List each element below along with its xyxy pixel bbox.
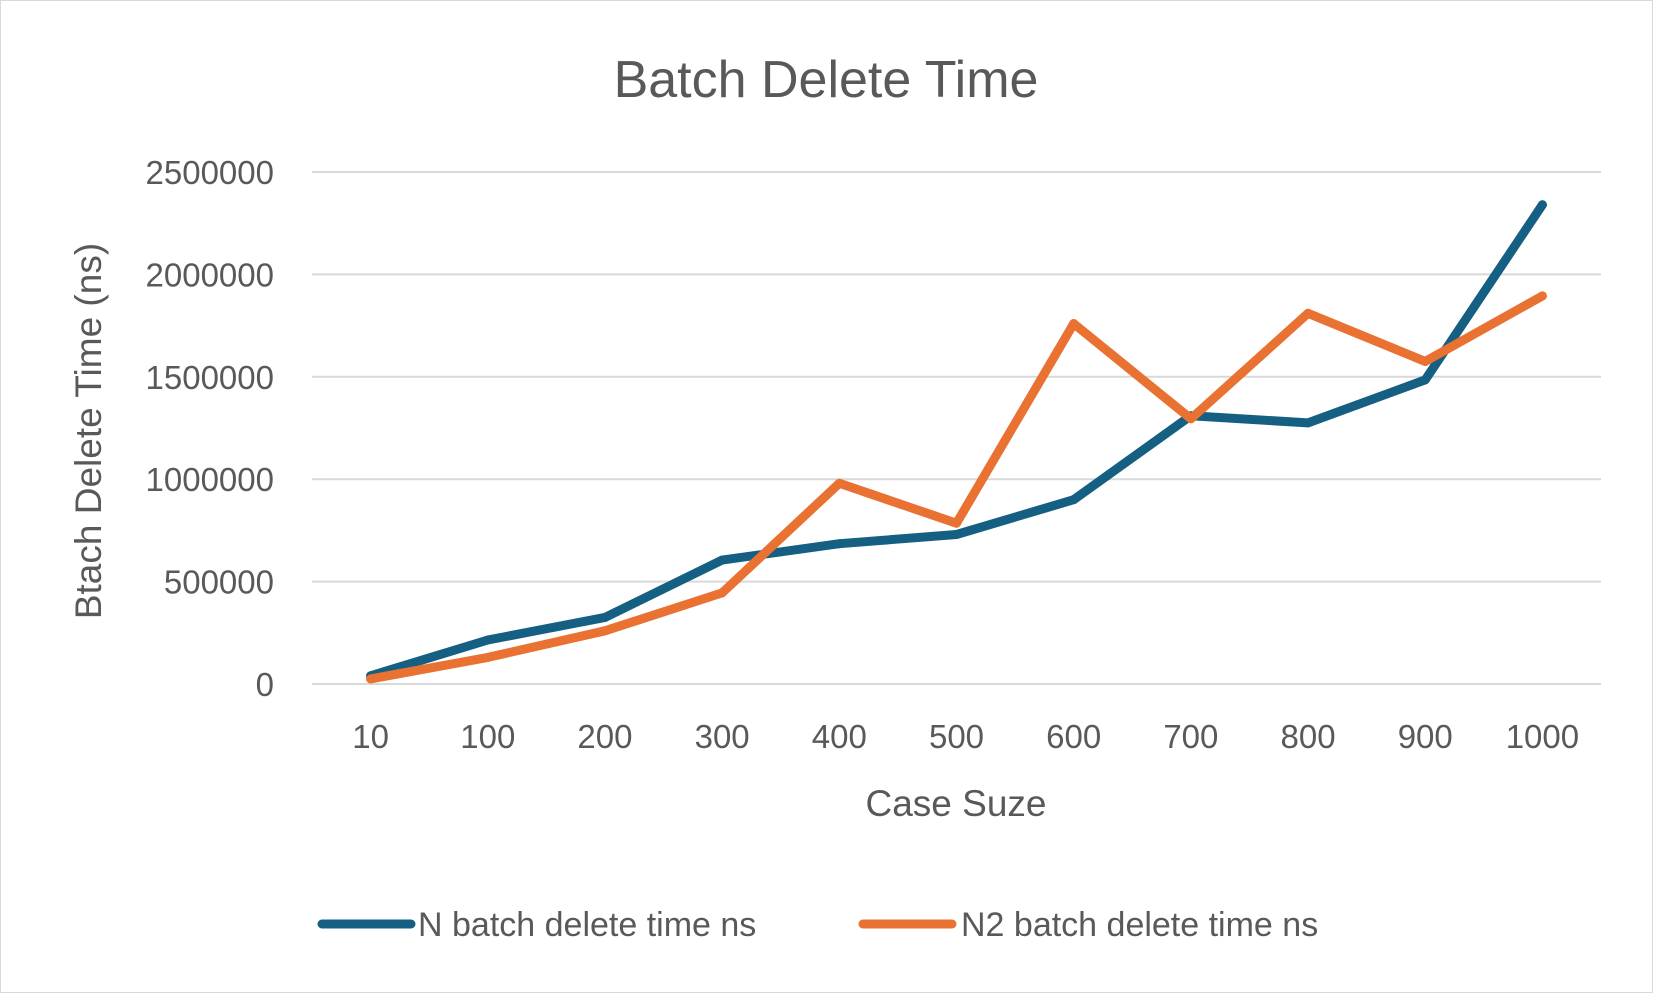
data-point [1303, 418, 1313, 428]
data-point [366, 674, 376, 684]
x-tick-label: 300 [695, 718, 750, 755]
chart-title: Batch Delete Time [614, 51, 1039, 109]
data-point [1420, 356, 1430, 366]
x-tick-label: 800 [1281, 718, 1336, 755]
x-tick-label: 600 [1046, 718, 1101, 755]
data-point [952, 518, 961, 528]
data-point [952, 529, 961, 539]
x-tick-label: 1000 [1506, 718, 1579, 755]
data-point [600, 612, 610, 622]
data-point [717, 555, 727, 565]
data-point [1537, 200, 1547, 210]
x-tick-label: 500 [929, 718, 984, 755]
y-axis-tick-labels: 0 500000 1000000 1500000 2000000 2500000 [146, 154, 274, 703]
data-point [1420, 375, 1430, 385]
data-point [1069, 495, 1079, 505]
series-lines [366, 200, 1547, 684]
legend-label-n: N batch delete time ns [418, 906, 756, 944]
series-line-n2 [366, 291, 1547, 684]
data-point [1069, 319, 1079, 329]
x-tick-label: 200 [577, 718, 632, 755]
x-tick-label: 700 [1163, 718, 1218, 755]
y-tick-label: 1000000 [146, 461, 274, 498]
series-line-n [366, 200, 1547, 681]
x-tick-label: 100 [460, 718, 515, 755]
gridlines [312, 171, 1601, 685]
y-tick-label: 2500000 [146, 154, 274, 191]
y-tick-label: 2000000 [146, 256, 274, 293]
x-axis-title: Case Suze [866, 783, 1047, 824]
data-point [600, 626, 610, 636]
x-axis-tick-labels: 10 100 200 300 400 500 600 700 800 900 1000 [352, 718, 1579, 755]
y-axis-title: Btach Delete Time (ns) [68, 243, 109, 619]
data-point [1303, 308, 1313, 318]
data-point [834, 539, 844, 549]
y-tick-label: 0 [256, 666, 274, 703]
x-tick-label: 900 [1398, 718, 1453, 755]
data-point [834, 478, 844, 488]
data-point [1186, 414, 1196, 424]
x-tick-label: 400 [812, 718, 867, 755]
data-point [717, 588, 727, 598]
data-point [483, 635, 493, 645]
data-point [483, 652, 493, 662]
y-tick-label: 500000 [164, 564, 274, 601]
data-point [1537, 291, 1547, 301]
legend-label-n2: N2 batch delete time ns [961, 906, 1318, 944]
x-tick-label: 10 [352, 718, 389, 755]
legend: N batch delete time ns N2 batch delete t… [317, 906, 1318, 944]
y-tick-label: 1500000 [146, 359, 274, 396]
